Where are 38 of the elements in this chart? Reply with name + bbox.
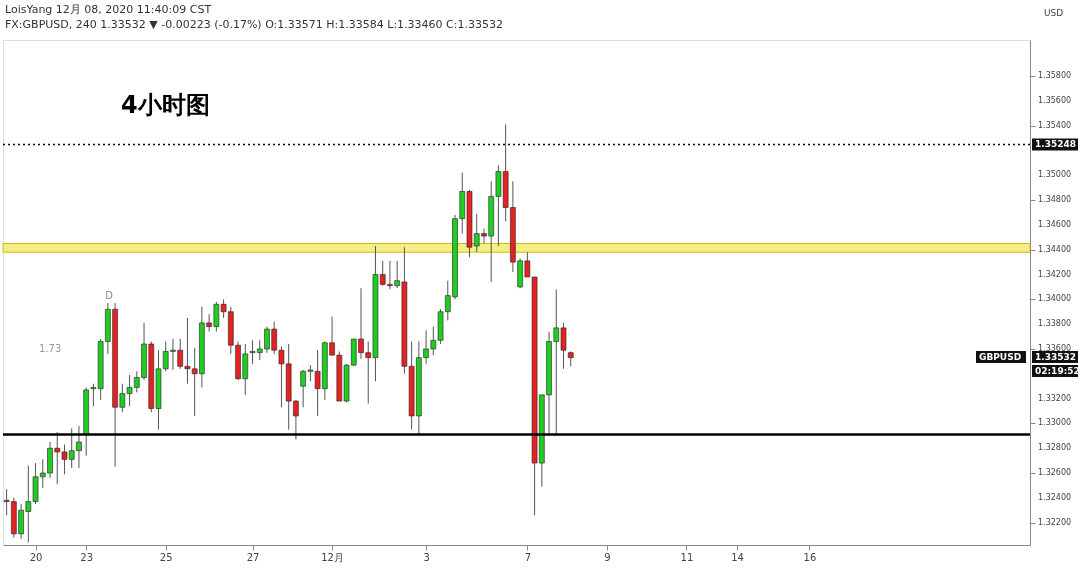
y-tick-label: 1.34400 bbox=[1038, 244, 1072, 254]
y-tick-label: 1.35400 bbox=[1038, 120, 1072, 130]
text: USD bbox=[1044, 8, 1064, 18]
y-tick-label: 1.32600 bbox=[1038, 468, 1072, 478]
annotation: GBPUSD bbox=[979, 352, 1022, 362]
x-tick-label: 25 bbox=[159, 551, 173, 563]
text: 02:19:52 bbox=[1035, 366, 1080, 376]
y-tick-label: 1.32200 bbox=[1038, 517, 1072, 527]
x-tick-label: 3 bbox=[423, 551, 430, 563]
y-tick-label: 1.33600 bbox=[1038, 343, 1072, 353]
annotation: 1.73 bbox=[39, 343, 62, 354]
y-tick-label: 1.35800 bbox=[1038, 70, 1072, 80]
y-tick-label: 1.33200 bbox=[1038, 393, 1072, 403]
y-tick-label: 1.34000 bbox=[1038, 294, 1072, 304]
x-tick-label: 27 bbox=[246, 551, 260, 563]
text: 4小时图 bbox=[121, 91, 210, 119]
y-tick-label: 1.33000 bbox=[1038, 418, 1072, 428]
y-tick-label: 1.32400 bbox=[1038, 492, 1072, 502]
ref-line-label: 1.35248 bbox=[1035, 139, 1076, 150]
annotation: D bbox=[105, 290, 114, 301]
y-tick-label: 1.34600 bbox=[1038, 219, 1072, 229]
y-tick-label: 1.33800 bbox=[1038, 319, 1072, 329]
x-tick-label: 9 bbox=[604, 551, 611, 563]
y-tick-label: 1.34200 bbox=[1038, 269, 1072, 279]
text: 1.33532 bbox=[1035, 352, 1076, 362]
text: LoisYang 12月 08, 2020 11:40:09 CST bbox=[5, 3, 212, 16]
x-tick-label: 12月 bbox=[321, 551, 344, 563]
y-tick-label: 1.35000 bbox=[1038, 170, 1072, 180]
text: FX:GBPUSD, 240 1.33532 ▼ -0.00223 (-0.17%) O:1.33571 H:1.33584 L:1.33460 C:1.33532 bbox=[5, 18, 503, 31]
x-tick-label: 7 bbox=[524, 551, 532, 563]
x-tick-label: 14 bbox=[731, 551, 744, 563]
x-tick-label: 16 bbox=[803, 551, 817, 563]
x-tick-label: 23 bbox=[80, 551, 94, 563]
y-tick-label: 1.34800 bbox=[1038, 195, 1072, 205]
x-tick-label: 11 bbox=[680, 551, 694, 563]
y-tick-label: 1.35600 bbox=[1038, 95, 1072, 105]
x-tick-label: 20 bbox=[29, 551, 43, 563]
y-tick-label: 1.32800 bbox=[1038, 443, 1072, 453]
